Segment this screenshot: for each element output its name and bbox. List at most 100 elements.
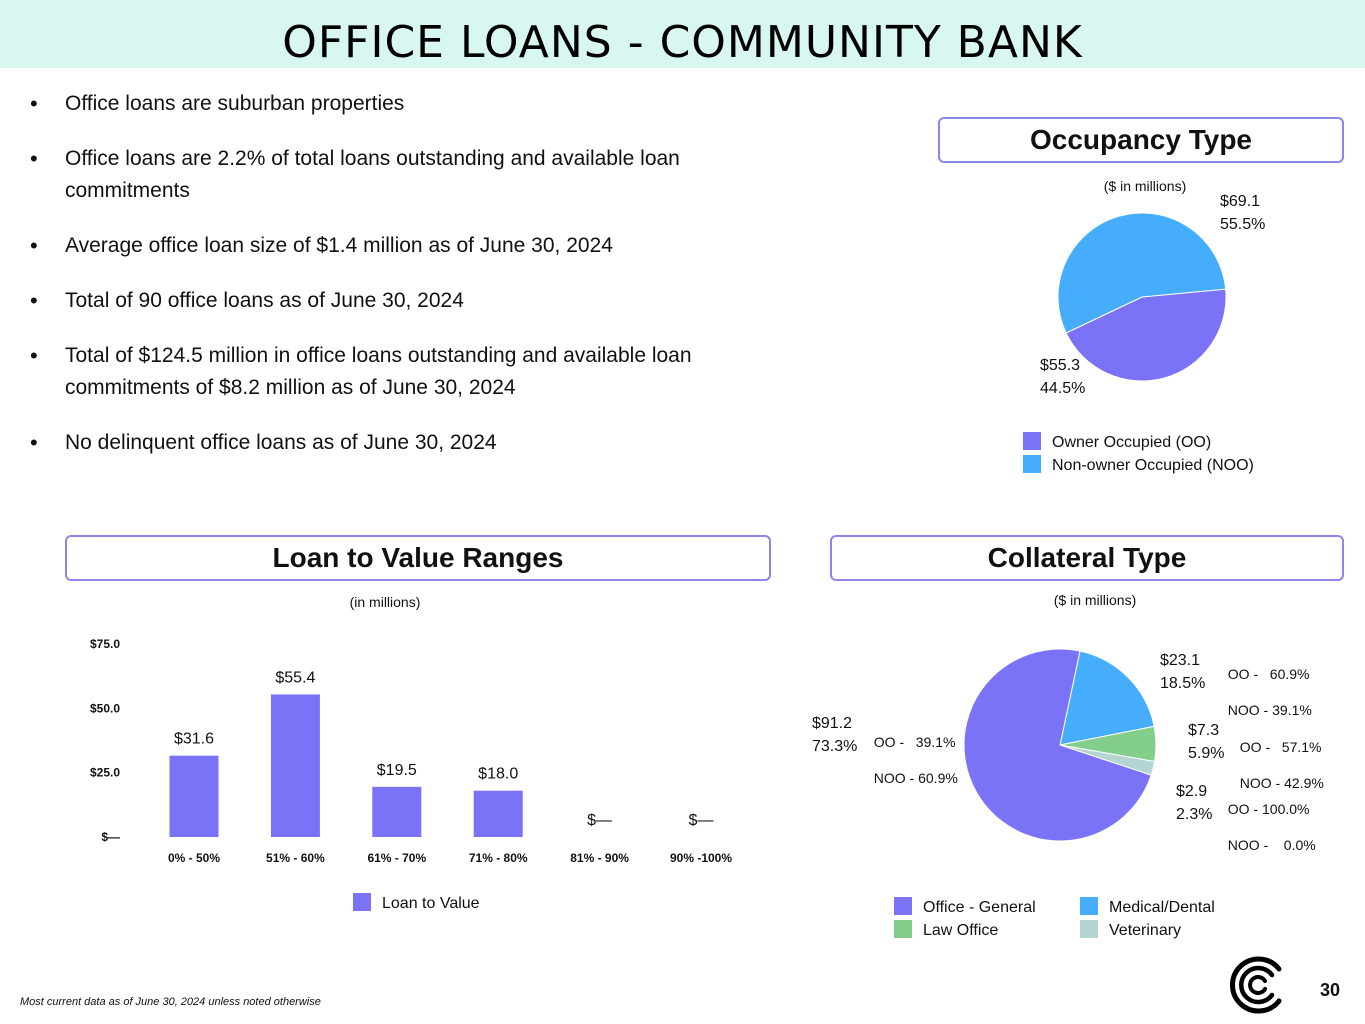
bullet-item: Total of $124.5 million in office loans …: [30, 340, 830, 404]
y-tick-label: $25.0: [90, 766, 120, 780]
oo-percent: 44.5%: [1040, 380, 1086, 397]
collateral-title-box: Collateral Type: [830, 535, 1344, 581]
bullet-text: Total of $124.5 million in office loans …: [65, 344, 692, 367]
bullet-text: No delinquent office loans as of June 30…: [65, 431, 497, 454]
occupancy-title: Occupancy Type: [1029, 124, 1252, 155]
pie-slice-office-general: [963, 648, 1152, 842]
medical-amount: $23.1: [1160, 652, 1201, 669]
vet-split-label: OO - 100.0% NOO - 0.0%: [1220, 782, 1316, 854]
legend-label: Veterinary: [1109, 922, 1182, 939]
legend-swatch: [1023, 455, 1041, 473]
general-oo: OO - 39.1%: [873, 734, 956, 750]
medical-amount-label: $23.1 18.5%: [1160, 649, 1205, 695]
law-amount: $7.3: [1188, 722, 1220, 739]
general-percent: 73.3%: [812, 738, 858, 755]
occupancy-title-box: Occupancy Type: [938, 117, 1344, 163]
medical-split-label: OO - 60.9% NOO - 39.1%: [1220, 647, 1312, 719]
bullet-item: Office loans are suburban properties: [30, 88, 830, 120]
bullet-text: commitments of $8.2 million as of June 3…: [65, 376, 516, 399]
x-tick-label: 51% - 60%: [266, 851, 325, 865]
bar-data-label: $—: [587, 812, 612, 829]
bullet-item: Average office loan size of $1.4 million…: [30, 230, 830, 262]
vet-oo: OO - 100.0%: [1227, 801, 1310, 817]
law-amount-label: $7.3 5.9%: [1188, 719, 1224, 765]
bar-data-label: $—: [689, 812, 714, 829]
collateral-pie-chart: [963, 648, 1157, 842]
bar-data-label: $31.6: [174, 731, 214, 748]
company-logo-icon: [1230, 956, 1282, 1014]
x-tick-label: 81% - 90%: [570, 851, 629, 865]
x-tick-label: 71% - 80%: [469, 851, 528, 865]
collateral-subtitle: ($ in millions): [1053, 592, 1137, 608]
ltv-subtitle: (in millions): [349, 594, 421, 610]
x-tick-label: 61% - 70%: [367, 851, 426, 865]
legend-swatch: [894, 897, 912, 915]
ltv-title-box: Loan to Value Ranges: [65, 535, 771, 581]
noo-amount: $69.1: [1220, 193, 1261, 210]
legend-label: Non-owner Occupied (NOO): [1052, 457, 1254, 474]
occupancy-noo-label: $69.1 55.5%: [1220, 190, 1265, 236]
medical-percent: 18.5%: [1160, 675, 1206, 692]
oo-amount: $55.3: [1040, 357, 1081, 374]
pie-slice-medical-dental: [1059, 650, 1155, 746]
vet-amount: $2.9: [1176, 783, 1208, 800]
legend-office-general: Office - General: [894, 897, 1036, 917]
law-percent: 5.9%: [1188, 745, 1225, 762]
legend-label: Office - General: [923, 899, 1036, 916]
legend-non-owner-occupied: Non-owner Occupied (NOO): [1023, 455, 1254, 475]
law-noo: NOO - 42.9%: [1239, 775, 1324, 791]
vet-amount-label: $2.9 2.3%: [1176, 780, 1212, 826]
bar: [270, 694, 320, 837]
legend-label: Law Office: [923, 922, 999, 939]
general-amount-label: $91.2 73.3%: [812, 712, 857, 758]
legend-swatch: [894, 920, 912, 938]
bar-data-label: $18.0: [478, 766, 518, 783]
y-tick-label: $75.0: [90, 637, 120, 651]
bar-data-label: $55.4: [275, 669, 315, 686]
legend-label: Loan to Value: [382, 895, 480, 912]
bullet-text: Average office loan size of $1.4 million…: [65, 234, 613, 257]
legend-veterinary: Veterinary: [1080, 920, 1181, 940]
bar-data-label: $19.5: [377, 762, 417, 779]
x-tick-label: 0% - 50%: [168, 851, 220, 865]
medical-noo: NOO - 39.1%: [1227, 702, 1312, 718]
vet-noo: NOO - 0.0%: [1227, 837, 1316, 853]
y-tick-label: $50.0: [90, 701, 120, 715]
noo-percent: 55.5%: [1220, 216, 1266, 233]
bar: [473, 790, 523, 837]
legend-label: Medical/Dental: [1109, 899, 1215, 916]
pie-slice-owner-occupied: [1065, 288, 1227, 382]
vet-percent: 2.3%: [1176, 806, 1213, 823]
legend-swatch: [1023, 432, 1041, 450]
bullet-item: Total of 90 office loans as of June 30, …: [30, 285, 830, 317]
legend-loan-to-value: Loan to Value: [353, 893, 480, 913]
page-title: OFFICE LOANS - COMMUNITY BANK: [282, 17, 1083, 68]
bar: [169, 755, 219, 837]
x-tick-label: 90% -100%: [670, 851, 732, 865]
bullet-text: Total of 90 office loans as of June 30, …: [65, 289, 464, 312]
bullet-item: No delinquent office loans as of June 30…: [30, 427, 830, 459]
ltv-title: Loan to Value Ranges: [272, 542, 564, 573]
general-noo: NOO - 60.9%: [873, 770, 958, 786]
legend-swatch: [353, 893, 371, 911]
legend-label: Owner Occupied (OO): [1052, 434, 1212, 451]
collateral-title: Collateral Type: [987, 542, 1187, 573]
y-tick-label: $—: [101, 830, 120, 844]
footnote: Most current data as of June 30, 2024 un…: [20, 996, 321, 1008]
ltv-bar-chart: $— $25.0 $50.0 $75.0 $31.6 0% - 50% $55.4 51% -…: [90, 637, 732, 865]
law-split-label: OO - 57.1% NOO - 42.9%: [1232, 720, 1324, 792]
header-bar: OFFICE LOANS - COMMUNITY BANK: [0, 0, 1365, 68]
page-number: 30: [1320, 980, 1341, 1000]
occupancy-pie-chart: [1057, 212, 1227, 382]
law-oo: OO - 57.1%: [1239, 739, 1322, 755]
occupancy-oo-label: $55.3 44.5%: [1040, 354, 1085, 400]
bullet-text: Office loans are suburban properties: [65, 92, 405, 115]
legend-swatch: [1080, 920, 1098, 938]
bullet-text: Office loans are 2.2% of total loans out…: [65, 147, 680, 170]
legend-swatch: [1080, 897, 1098, 915]
legend-law-office: Law Office: [894, 920, 998, 940]
general-split-label: OO - 39.1% NOO - 60.9%: [866, 715, 958, 787]
bullet-item: Office loans are 2.2% of total loans out…: [30, 143, 830, 207]
bullet-list: Office loans are suburban properties Off…: [30, 88, 830, 482]
legend-owner-occupied: Owner Occupied (OO): [1023, 432, 1211, 452]
